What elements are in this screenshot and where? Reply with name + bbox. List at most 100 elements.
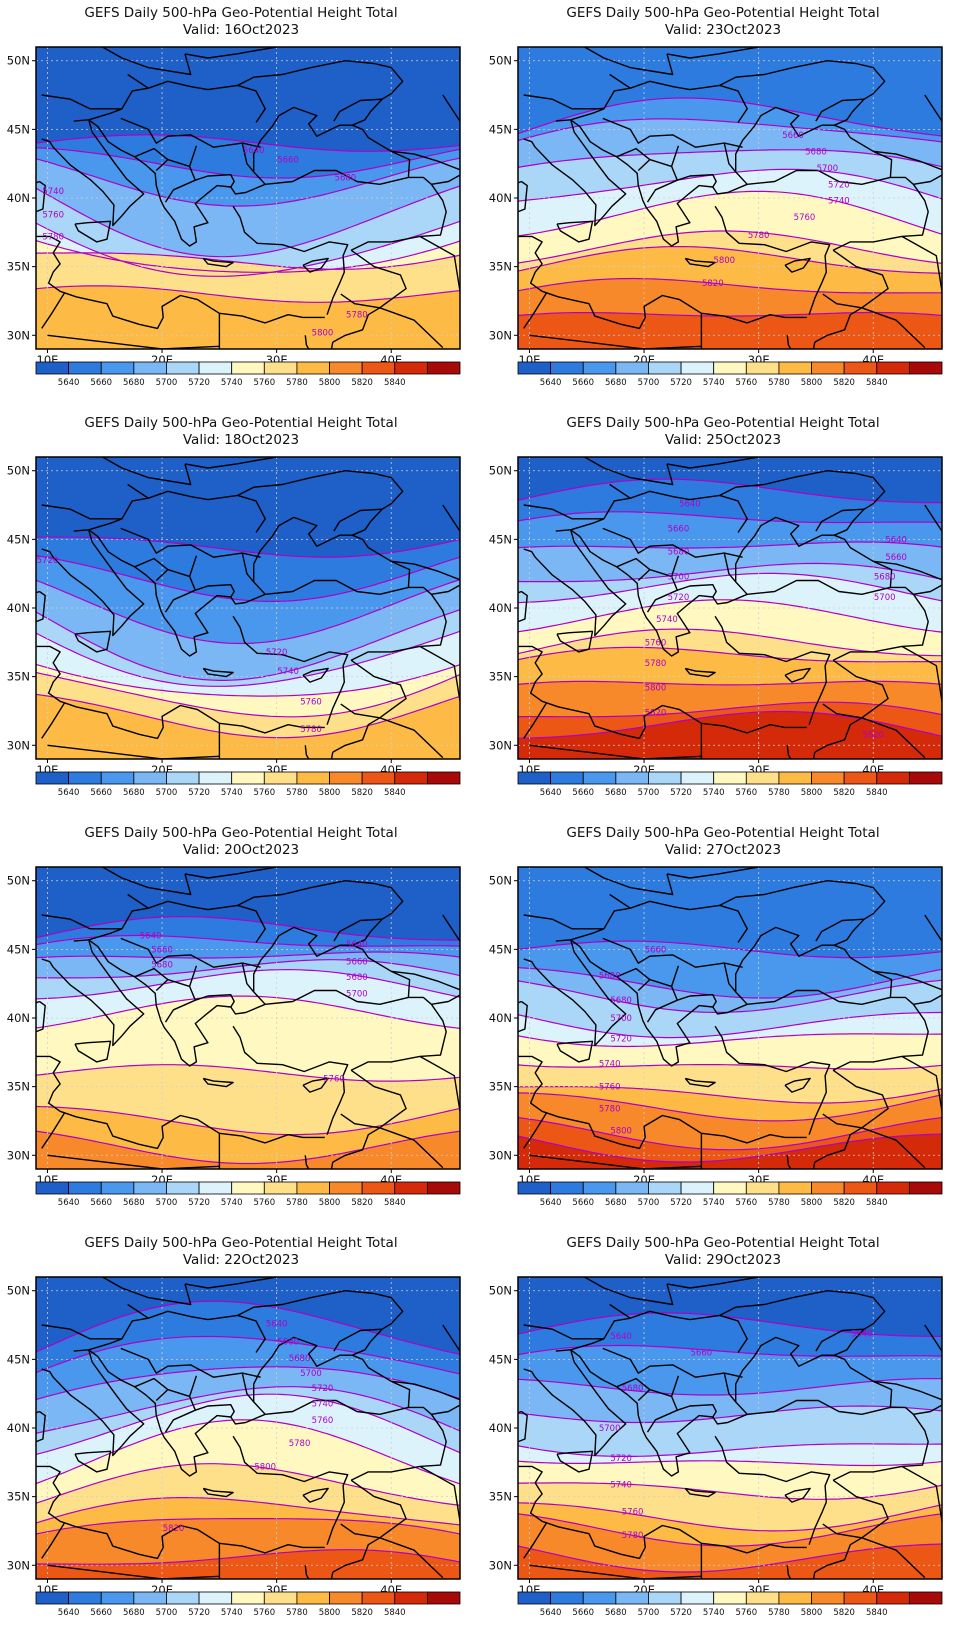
lat-label: 35N — [7, 1080, 30, 1094]
panel-valid-date: Valid: 25Oct2023 — [664, 432, 782, 448]
contour-label: 5660 — [151, 945, 173, 955]
panel-title: GEFS Daily 500-hPa Geo-Potential Height … — [566, 825, 880, 841]
contour-label: 5680 — [335, 173, 357, 183]
coastline — [523, 1349, 627, 1457]
lat-label: 50N — [489, 874, 512, 888]
lat-label: 50N — [7, 874, 30, 888]
colorbar-swatch — [745, 771, 780, 785]
contour-label: 5740 — [610, 1480, 632, 1490]
colorbar-label: 5720 — [670, 1608, 692, 1618]
coastline — [584, 867, 674, 896]
colorbar-label: 5820 — [351, 788, 373, 798]
contour-label: 5660 — [691, 1349, 713, 1359]
colorbar-label: 5640 — [58, 1198, 80, 1208]
coastline — [350, 1003, 447, 1071]
coastline — [529, 744, 702, 759]
coastline — [518, 180, 528, 213]
coastline — [570, 119, 755, 247]
lat-label: 50N — [489, 464, 512, 478]
contour-line — [518, 246, 942, 274]
contour-label: 5780 — [748, 231, 770, 241]
contour-label: 5780 — [346, 311, 368, 321]
colorbar-label: 5660 — [90, 1608, 112, 1618]
coastline — [202, 257, 234, 268]
contour-label: 5700 — [668, 572, 690, 582]
colorbar-swatch — [908, 1591, 943, 1605]
contour-label: 5740 — [312, 1399, 334, 1409]
colorbar-swatch — [908, 771, 943, 785]
colorbar-swatch — [745, 1181, 780, 1195]
colorbar-swatch — [778, 771, 812, 785]
coastline — [812, 1571, 816, 1579]
coastline — [88, 529, 273, 657]
coastline — [616, 1377, 678, 1433]
coastline — [747, 1336, 893, 1415]
coastline — [241, 552, 255, 583]
coastline — [518, 645, 807, 740]
coastline — [36, 1465, 325, 1560]
colorbar-swatch — [615, 361, 649, 375]
colorbar-swatch — [876, 1181, 910, 1195]
coastline — [127, 893, 149, 909]
coastline — [518, 1465, 807, 1560]
coastline — [41, 529, 145, 637]
colorbar-label: 5660 — [90, 1198, 112, 1208]
coastline — [134, 557, 196, 613]
contour-label: 5640 — [679, 500, 701, 510]
colorbar-swatch — [394, 1591, 428, 1605]
colorbar-swatch — [296, 1591, 330, 1605]
coastline — [784, 1487, 811, 1503]
coastline — [188, 1375, 198, 1397]
coastline — [47, 1154, 220, 1169]
coastline — [120, 527, 261, 558]
coastline — [127, 1303, 149, 1319]
colorbar-swatch — [68, 1591, 102, 1605]
coastline — [637, 159, 651, 172]
colorbar-label: 5700 — [156, 1198, 178, 1208]
contour-line — [518, 967, 942, 999]
panel-valid-date: Valid: 29Oct2023 — [664, 1252, 782, 1268]
coastline — [202, 1487, 234, 1498]
contour-label: 5780 — [300, 725, 322, 735]
contour-label: 5740 — [277, 667, 299, 677]
colorbar-label: 5660 — [572, 1608, 594, 1618]
contour-label: 5680 — [289, 1354, 311, 1364]
colorbar-swatch — [231, 361, 265, 375]
coastline — [41, 490, 266, 533]
map-canvas: 5640 5660 5680 5740 5760 5780 5780 5800 50N 45N 40… — [7, 46, 461, 388]
colorbar-label: 5720 — [670, 378, 692, 388]
contour-label: 5760 — [312, 1416, 334, 1426]
lat-label: 30N — [489, 738, 512, 752]
contour-line — [36, 1300, 460, 1355]
colorbar-swatch — [329, 1181, 363, 1195]
contour-line — [518, 1460, 942, 1467]
lat-label: 35N — [489, 1080, 512, 1094]
colorbar-swatch — [329, 771, 363, 785]
colorbar-swatch — [517, 1181, 552, 1195]
coastline — [523, 529, 627, 637]
coastline — [832, 593, 929, 661]
colorbar-swatch — [426, 1181, 461, 1195]
colorbar-swatch — [648, 771, 682, 785]
contour-line — [36, 240, 460, 273]
height-band — [518, 1544, 942, 1579]
colorbar-label: 5840 — [384, 1198, 406, 1208]
colorbar-swatch — [426, 1591, 461, 1605]
lat-label: 30N — [489, 1148, 512, 1162]
coastline — [609, 483, 631, 499]
colorbar-swatch — [778, 1181, 812, 1195]
contour-line — [518, 511, 942, 524]
lat-label: 40N — [489, 1011, 512, 1025]
contour-label: 5760 — [622, 1508, 644, 1518]
coastline — [873, 1380, 942, 1415]
colorbar-swatch — [426, 771, 461, 785]
lat-label: 40N — [489, 601, 512, 615]
colorbar-label: 5760 — [735, 788, 757, 798]
coastline — [637, 1389, 651, 1402]
colorbar-label: 5700 — [156, 1608, 178, 1618]
colorbar-label: 5700 — [638, 1608, 660, 1618]
contour-label: 5760 — [42, 210, 64, 220]
colorbar-swatch — [35, 771, 70, 785]
colorbar-swatch — [713, 1591, 747, 1605]
colorbar-label: 5800 — [319, 1198, 341, 1208]
